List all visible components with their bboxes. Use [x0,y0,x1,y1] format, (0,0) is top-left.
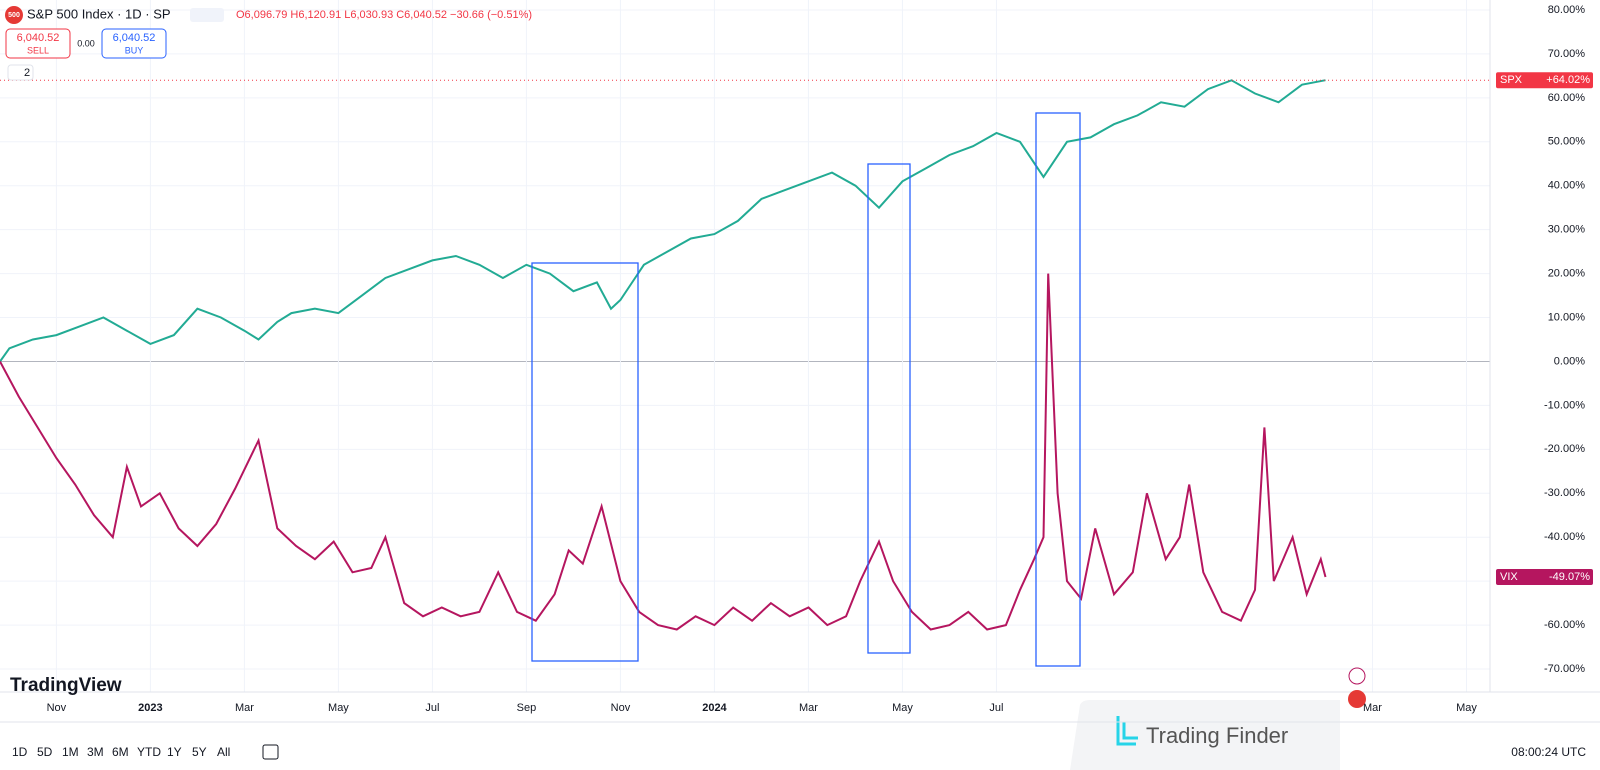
collapse-count: 2 [24,67,30,79]
series-name: VIX [1500,571,1518,583]
x-tick-label: Mar [799,702,818,714]
range-button[interactable]: YTD [137,745,161,759]
event-icon[interactable] [1348,690,1366,708]
range-button[interactable]: 1D [12,745,28,759]
series-line [0,273,1327,631]
range-button[interactable]: 1M [62,745,79,759]
watermark: Trading Finder [1146,723,1288,748]
y-tick-label: -20.00% [1544,443,1585,455]
status-icon[interactable] [190,8,224,22]
y-tick-label: -40.00% [1544,531,1585,543]
ohlc: O6,096.79 H6,120.91 L6,030.93 C6,040.52 … [236,9,532,21]
range-button[interactable]: 3M [87,745,104,759]
range-button[interactable]: All [217,745,230,759]
watermark-icon [1116,716,1138,746]
symbol-title[interactable]: S&P 500 Index · 1D · SP [27,6,171,21]
symbol-logo-text: 500 [8,12,20,19]
y-tick-label: 60.00% [1548,92,1586,104]
y-tick-label: -60.00% [1544,619,1585,631]
highlight-box [1035,112,1081,667]
collapse-button[interactable] [7,64,34,81]
event-icon[interactable] [1348,667,1366,685]
y-tick-label: 10.00% [1548,311,1586,323]
y-tick-label: -70.00% [1544,663,1585,675]
y-tick-label: 70.00% [1548,48,1586,60]
y-tick-label: -30.00% [1544,487,1585,499]
x-tick-label: Jul [989,702,1003,714]
range-button[interactable]: 5Y [192,745,207,759]
x-tick-label: Nov [611,702,631,714]
x-tick-label: 2023 [138,702,162,714]
series-name: SPX [1500,74,1523,86]
y-tick-label: -10.00% [1544,399,1585,411]
highlight-box [867,163,911,654]
x-tick-label: May [892,702,913,714]
buy-button[interactable] [101,28,167,59]
y-tick-label: 80.00% [1548,4,1586,16]
x-tick-label: Sep [517,702,537,714]
brand-logo: TradingView [10,675,122,696]
x-tick-label: Jul [425,702,439,714]
sell-button[interactable] [5,28,71,59]
clock: 08:00:24 UTC [1511,745,1586,759]
range-button[interactable]: 1Y [167,745,182,759]
watermark-bg [1070,700,1340,770]
x-tick-label: May [1456,702,1477,714]
buy-label: BUY [125,45,144,55]
x-tick-label: Nov [47,702,67,714]
sell-price: 6,040.52 [17,32,60,44]
y-tick-label: 0.00% [1554,355,1585,367]
buy-price: 6,040.52 [113,32,156,44]
x-tick-label: Mar [1363,702,1382,714]
range-button[interactable]: 6M [112,745,129,759]
y-tick-label: 50.00% [1548,136,1586,148]
x-tick-label: 2024 [702,702,727,714]
series-last-value: +64.02% [1546,74,1590,86]
series-label-bg [1496,569,1593,586]
series-line [0,79,1326,363]
range-button[interactable]: 5D [37,745,53,759]
x-tick-label: May [328,702,349,714]
date-range-button[interactable] [262,744,279,760]
series-label-bg [1496,72,1593,89]
y-tick-label: 20.00% [1548,268,1586,280]
symbol-logo [5,6,23,24]
y-tick-label: 40.00% [1548,180,1586,192]
sell-label: SELL [27,45,49,55]
y-tick-label: 30.00% [1548,224,1586,236]
spread: 0.00 [77,38,95,48]
series-last-value: -49.07% [1549,571,1590,583]
x-tick-label: Mar [235,702,254,714]
highlight-box [531,262,639,662]
